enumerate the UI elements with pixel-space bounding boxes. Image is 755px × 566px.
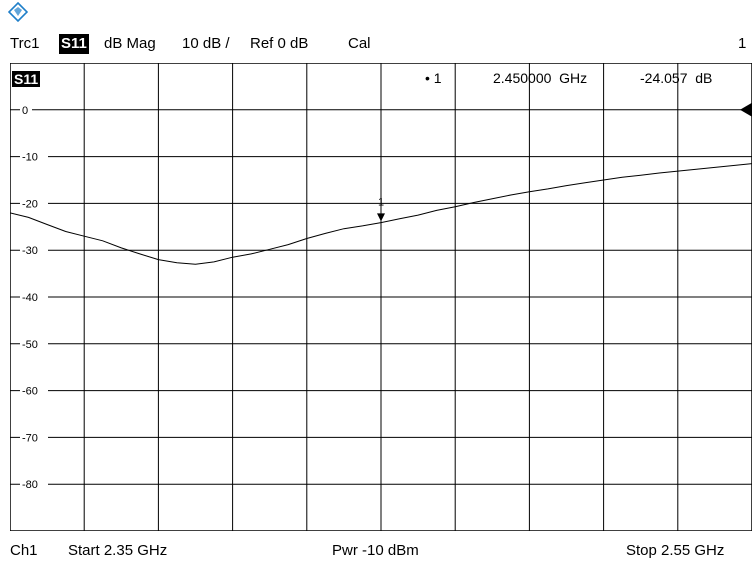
y-tick-label-bg	[20, 102, 32, 117]
y-tick-label-bg	[20, 196, 48, 211]
y-tick-label: -70	[22, 432, 38, 444]
y-tick-label: -30	[22, 245, 38, 257]
markers: 1	[377, 196, 385, 222]
y-tick-label-bg	[20, 149, 48, 164]
rohde-schwarz-logo	[8, 2, 28, 22]
calibration-status: Cal	[348, 35, 371, 52]
source-power[interactable]: Pwr -10 dBm	[332, 542, 419, 559]
y-tick-label: 0	[22, 105, 28, 117]
y-tick-label-bg	[20, 430, 48, 445]
y-tick-label: -50	[22, 339, 38, 351]
y-tick-label: -20	[22, 198, 38, 210]
y-tick-label-bg	[20, 477, 48, 492]
trace-parameter-badge[interactable]: S11	[59, 34, 89, 54]
reference-level-arrow	[740, 102, 752, 117]
y-tick-label: -60	[22, 386, 38, 398]
channel-number: 1	[738, 35, 747, 52]
marker-number: 1	[378, 196, 384, 208]
plot-param-badge-bg	[12, 71, 40, 87]
grid	[10, 63, 752, 531]
s11-trace-line	[10, 163, 752, 265]
y-tick-label-bg	[20, 336, 48, 351]
y-tick-label-bg	[20, 383, 48, 398]
trace-reference[interactable]: Ref 0 dB	[250, 35, 309, 52]
marker-label[interactable]: • 1	[425, 70, 442, 86]
trace-format[interactable]: dB Mag	[104, 35, 156, 52]
y-tick-label: -80	[22, 479, 38, 491]
marker-frequency: 2.450000 GHz	[493, 70, 587, 86]
s11-plot[interactable]: 0 -10 -20 -30 -40 -50 -60 -70 -80 1 S11 • 1 2.45…	[10, 63, 752, 531]
marker-triangle[interactable]	[377, 213, 385, 222]
trace-scale[interactable]: 10 dB /	[182, 35, 230, 52]
y-tick-label-bg	[20, 290, 48, 304]
channel-label[interactable]: Ch1	[10, 542, 38, 559]
stop-frequency[interactable]: Stop 2.55 GHz	[626, 542, 725, 559]
marker-value: -24.057 dB	[640, 70, 712, 86]
y-tick-label: -10	[22, 152, 38, 164]
plot-param-badge: S11	[14, 71, 38, 87]
y-tick-label-bg	[20, 243, 48, 258]
trace-name[interactable]: Trc1	[10, 35, 40, 52]
start-frequency[interactable]: Start 2.35 GHz	[68, 542, 168, 559]
y-tick-label: -40	[22, 292, 38, 304]
y-tick-labels: 0 -10 -20 -30 -40 -50 -60 -70 -80	[20, 102, 48, 492]
